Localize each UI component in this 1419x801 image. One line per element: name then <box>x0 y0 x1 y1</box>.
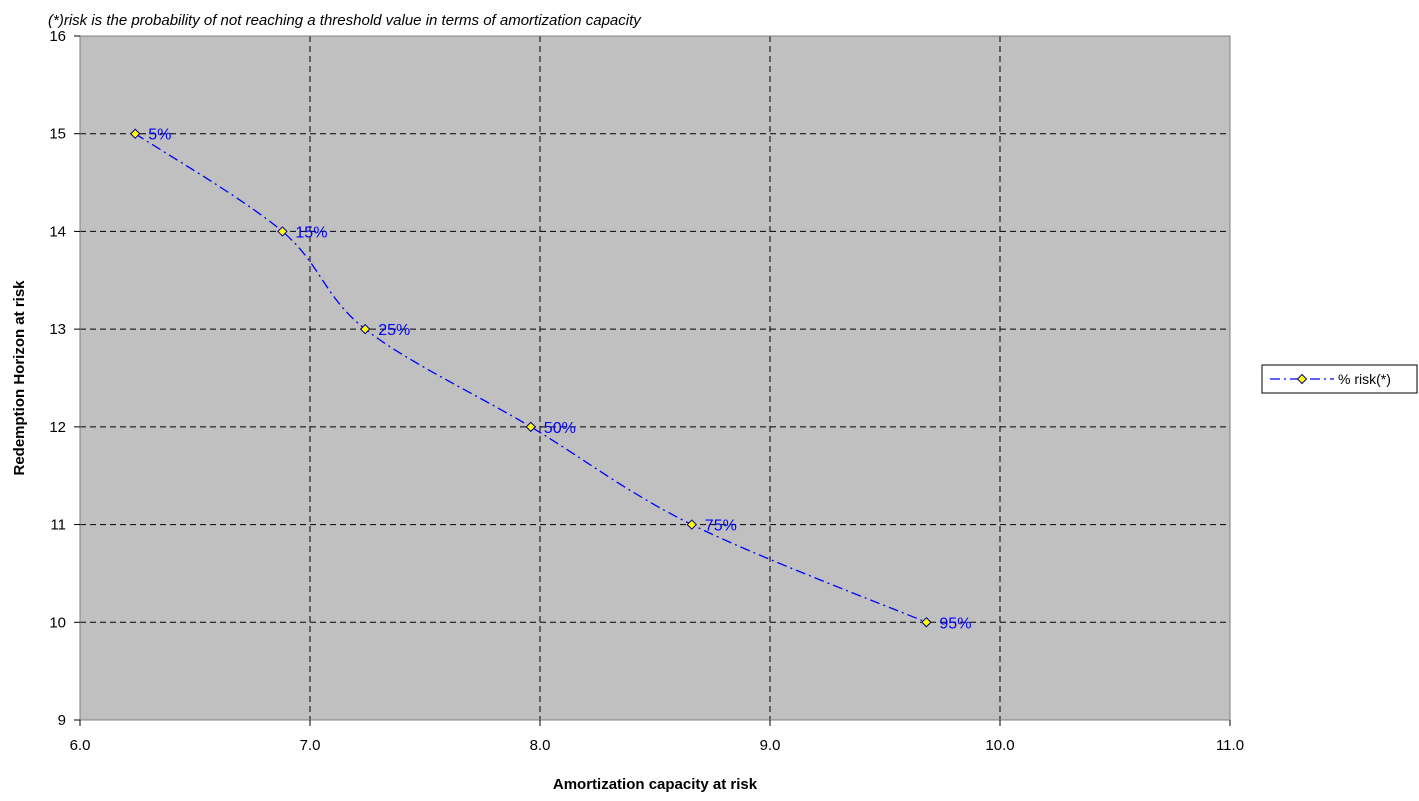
x-tick-label: 6.0 <box>70 737 91 754</box>
y-tick-label: 10 <box>49 614 66 631</box>
plot-area <box>80 36 1230 720</box>
x-axis-title: Amortization capacity at risk <box>553 776 758 793</box>
legend-marker <box>1296 373 1308 385</box>
grid-lines <box>80 36 1230 720</box>
data-label: 15% <box>295 224 327 241</box>
data-point <box>277 226 288 237</box>
data-label: 75% <box>705 518 737 535</box>
plot-border <box>79 35 1231 721</box>
data-point <box>359 323 371 335</box>
x-tick-label: 7.0 <box>300 737 321 754</box>
y-tick-label: 9 <box>58 712 66 729</box>
data-label: 50% <box>544 420 576 437</box>
legend-entry-label: % risk(*) <box>1338 371 1391 387</box>
y-axis-title: Redemption Horizon at risk <box>11 280 28 476</box>
data-label: 5% <box>148 127 171 144</box>
data-point <box>921 617 932 628</box>
series-layer: 5% 15% 25% 50% 75% 95% <box>129 127 971 632</box>
x-tick-label: 10.0 <box>985 737 1014 754</box>
legend-box <box>1261 364 1418 394</box>
y-tick-label: 15 <box>49 126 66 143</box>
x-tick-label: 11.0 <box>1216 737 1244 754</box>
chart-subtitle: (*)risk is the probability of not reachi… <box>48 12 642 29</box>
legend: % risk(*) <box>1261 364 1418 394</box>
data-point <box>525 421 537 433</box>
y-tick-label: 13 <box>49 321 66 338</box>
data-point <box>129 128 141 139</box>
x-tick-label: 9.0 <box>760 737 781 754</box>
series-line <box>134 133 927 623</box>
data-point <box>686 519 698 530</box>
axes: 6.0 7.0 8.0 9.0 10.0 11.0 9 10 11 12 13 14 15 16 <box>49 28 1244 754</box>
y-tick-label: 11 <box>50 517 66 534</box>
y-tick-label: 12 <box>49 419 66 436</box>
x-tick-label: 8.0 <box>530 737 551 754</box>
data-label: 25% <box>378 322 410 339</box>
data-label: 95% <box>939 615 971 632</box>
y-tick-label: 14 <box>49 223 66 240</box>
y-tick-label: 16 <box>49 28 66 45</box>
